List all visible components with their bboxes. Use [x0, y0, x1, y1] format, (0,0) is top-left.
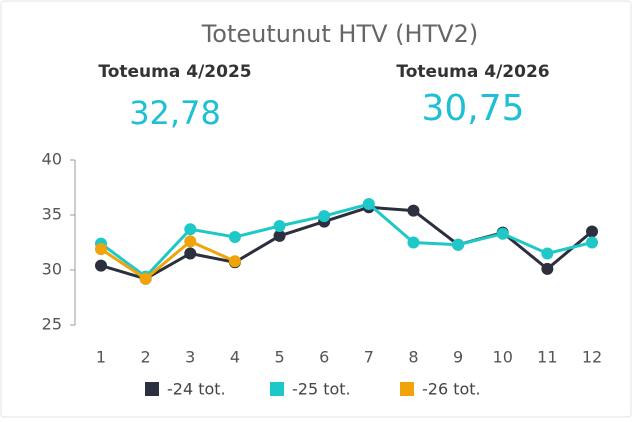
legend-swatch — [270, 382, 284, 396]
kpi-value: 30,75 — [421, 88, 524, 129]
x-tick-label: 1 — [96, 348, 106, 367]
legend-label: -26 tot. — [422, 380, 481, 399]
x-tick-label: 5 — [274, 348, 284, 367]
series-line — [100, 205, 593, 281]
point — [362, 198, 375, 210]
x-tick-label: 7 — [364, 348, 374, 367]
point — [586, 236, 598, 249]
series-line — [100, 239, 236, 281]
kpi-label: Toteuma 4/2026 — [396, 62, 549, 82]
point — [184, 235, 197, 248]
legend-swatch — [400, 382, 414, 396]
y-tick-label: 30 — [42, 260, 62, 279]
point — [139, 272, 152, 285]
y-tick-label: 25 — [42, 315, 62, 334]
point — [586, 225, 598, 238]
point — [496, 227, 509, 240]
point — [228, 255, 241, 268]
point — [95, 259, 107, 272]
x-tick-label: 9 — [453, 348, 463, 367]
point — [452, 238, 465, 251]
point — [273, 220, 286, 232]
kpi-label: Toteuma 4/2025 — [98, 62, 251, 82]
y-tick-label: 35 — [42, 205, 62, 224]
legend-label: -25 tot. — [292, 380, 351, 399]
point — [273, 229, 286, 242]
point — [407, 204, 420, 217]
x-tick-label: 6 — [319, 348, 329, 367]
point — [228, 231, 241, 243]
series-line — [100, 202, 593, 279]
legend-label: -24 tot. — [167, 380, 226, 399]
point — [95, 243, 107, 256]
legend-swatch — [145, 382, 159, 396]
point — [541, 262, 554, 275]
x-tick-label: 8 — [408, 348, 418, 367]
point — [318, 210, 331, 223]
point — [541, 247, 554, 260]
x-tick-label: 2 — [141, 348, 151, 367]
point — [184, 247, 197, 260]
x-tick-label: 10 — [493, 348, 513, 367]
chart-title: Toteutunut HTV (HTV2) — [201, 20, 479, 48]
x-tick-label: 12 — [582, 348, 602, 367]
y-tick-label: 40 — [42, 150, 62, 169]
point — [407, 236, 420, 249]
x-tick-label: 11 — [537, 348, 557, 367]
kpi-value: 32,78 — [129, 94, 221, 132]
x-tick-label: 3 — [185, 348, 195, 367]
point — [184, 223, 197, 236]
x-tick-label: 4 — [230, 348, 240, 367]
